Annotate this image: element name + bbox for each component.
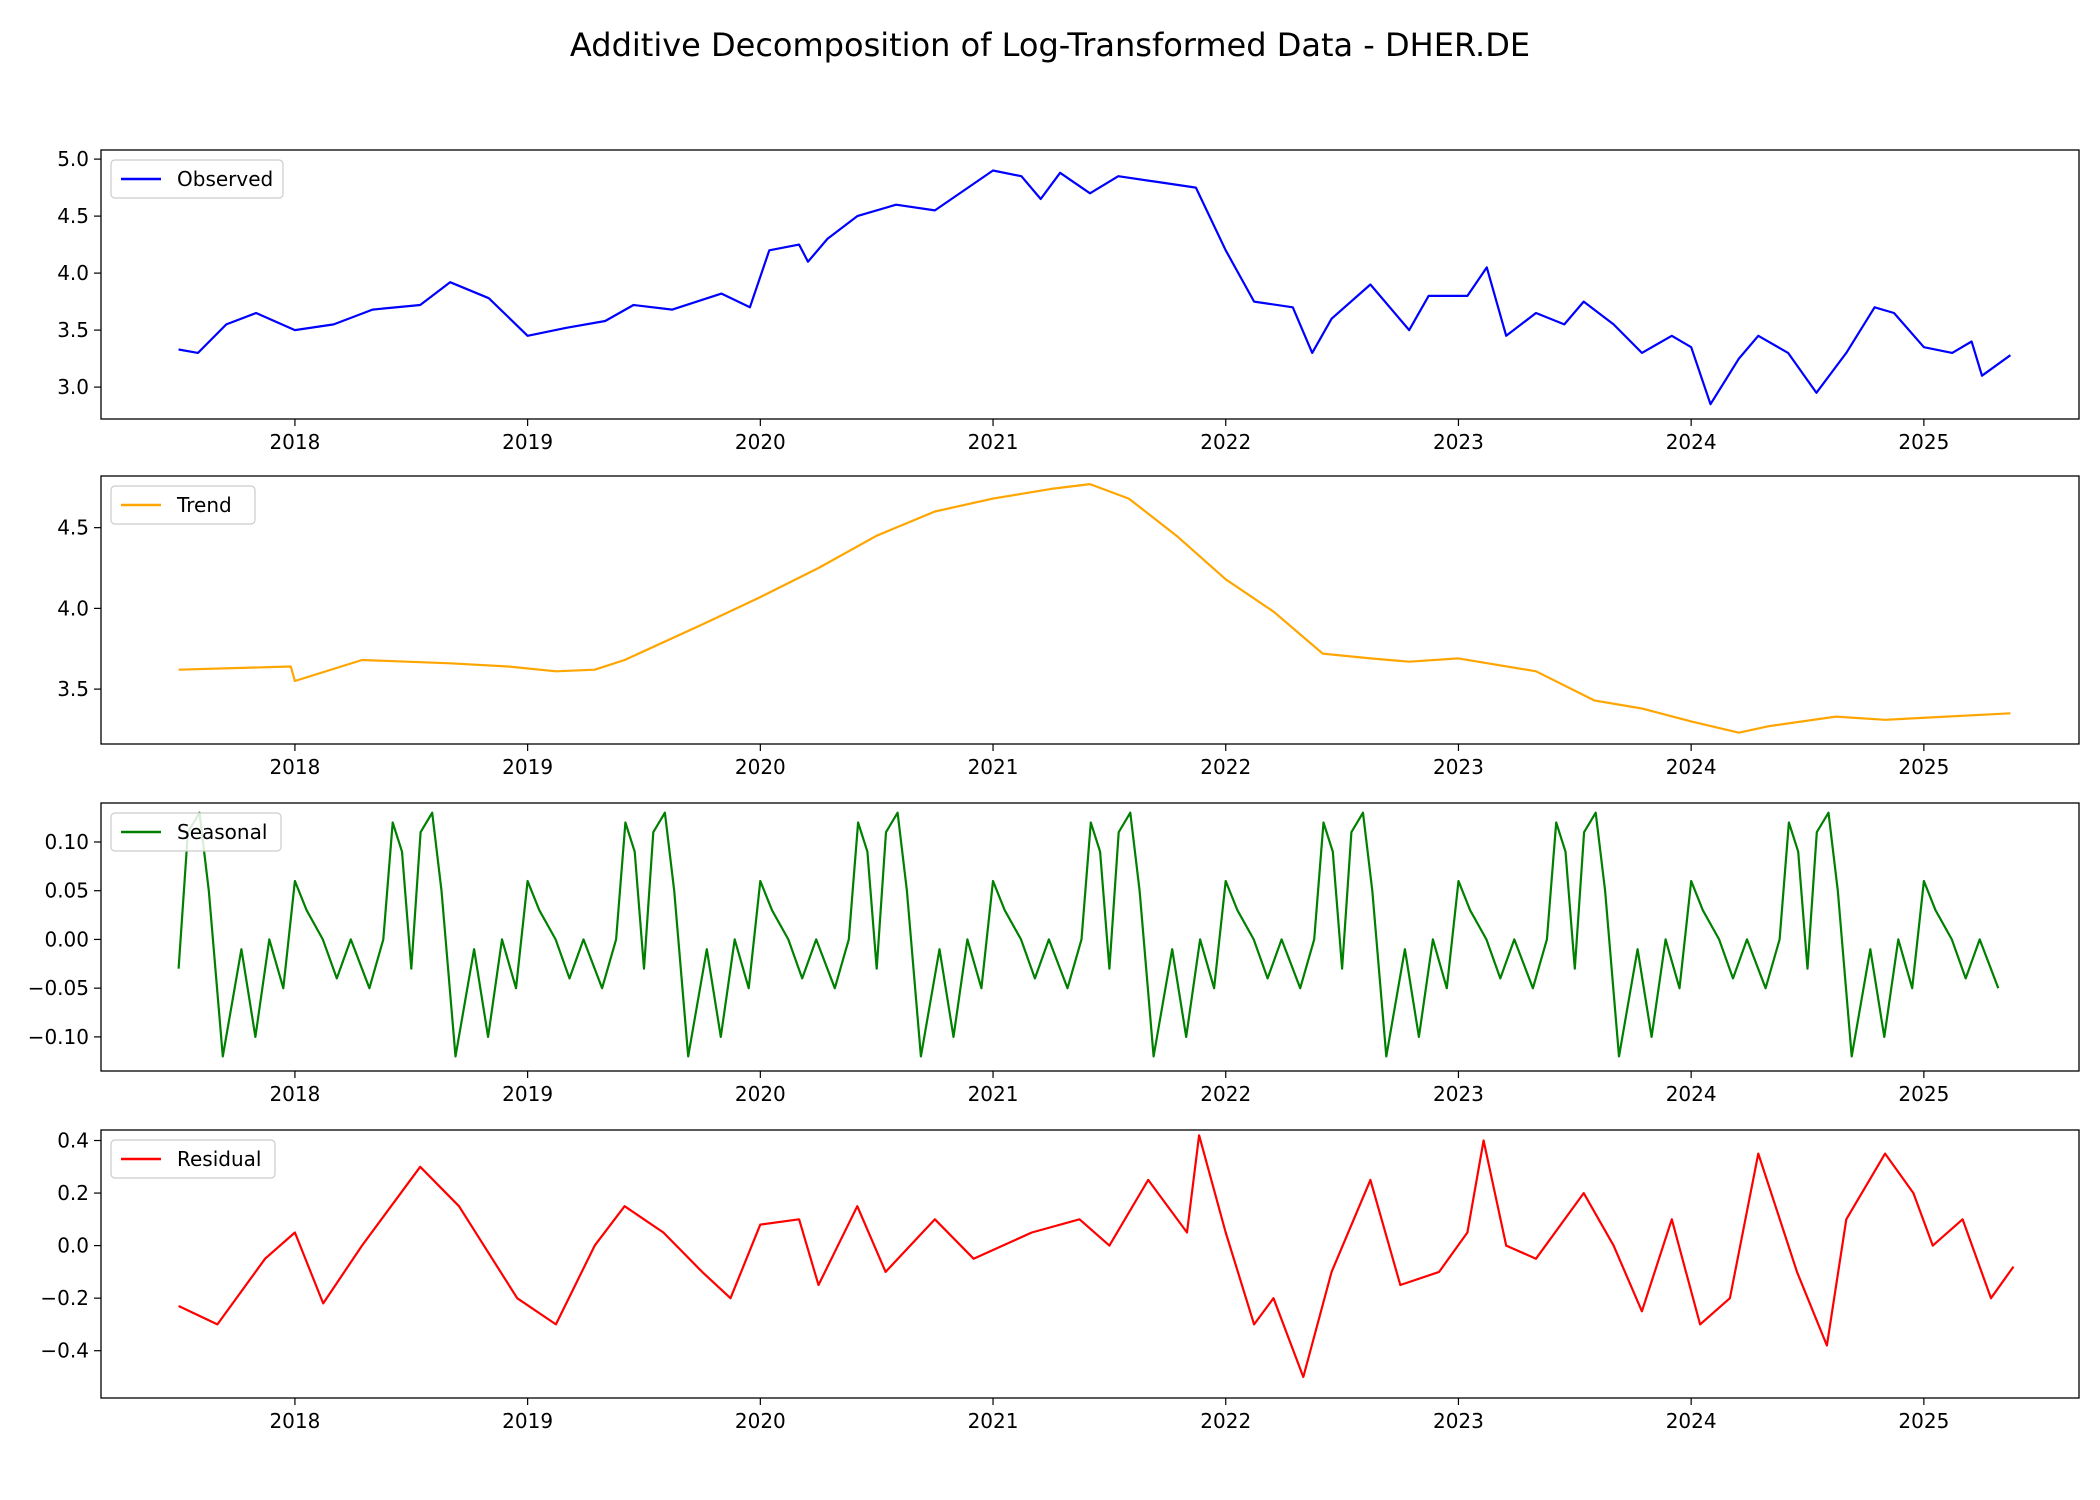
residual-ytick-label: −0.4 <box>40 1339 89 1363</box>
legend-box <box>110 1139 276 1179</box>
observed-ytick-label: 3.5 <box>57 318 89 342</box>
seasonal-axes-frame <box>100 802 2080 1072</box>
seasonal-xtick-label: 2021 <box>968 1082 1019 1106</box>
residual-xtick-label: 2018 <box>269 1409 320 1433</box>
observed-ytick-label: 4.5 <box>57 204 89 228</box>
trend-series-line <box>178 483 2011 734</box>
residual-ytick-label: 0.4 <box>57 1129 89 1153</box>
observed-axes-frame <box>100 149 2080 420</box>
panels: 2018 2019 2020 2021 2022 2023 2024 2025 3.0 3.5 4.… <box>28 147 2080 1433</box>
residual-xtick-label: 2021 <box>968 1409 1019 1433</box>
residual-series-line <box>178 1134 2015 1379</box>
legend-label: Seasonal <box>177 820 267 844</box>
trend-legend: Trend <box>110 485 256 525</box>
trend-ytick-label: 4.5 <box>57 516 89 540</box>
observed-xtick-label: 2025 <box>1898 430 1949 454</box>
observed-xtick-label: 2023 <box>1433 430 1484 454</box>
residual-ytick-label: −0.2 <box>40 1286 89 1310</box>
residual-xtick-label: 2024 <box>1666 1409 1717 1433</box>
trend-xtick-label: 2022 <box>1200 755 1251 779</box>
observed-panel: 2018 2019 2020 2021 2022 2023 2024 2025 3.0 3.5 4.… <box>57 147 2080 454</box>
residual-legend: Residual <box>110 1139 276 1179</box>
residual-xtick-label: 2020 <box>735 1409 786 1433</box>
seasonal-xtick-label: 2022 <box>1200 1082 1251 1106</box>
trend-ytick-label: 4.0 <box>57 596 89 620</box>
observed-ytick-label: 4.0 <box>57 261 89 285</box>
seasonal-ytick-label: −0.10 <box>28 1025 89 1049</box>
trend-xtick-label: 2023 <box>1433 755 1484 779</box>
seasonal-series-line <box>177 811 2000 1058</box>
seasonal-ytick-label: −0.05 <box>28 976 89 1000</box>
trend-xtick-label: 2025 <box>1898 755 1949 779</box>
seasonal-xtick-label: 2023 <box>1433 1082 1484 1106</box>
trend-panel: 2018 2019 2020 2021 2022 2023 2024 2025 3.5 4.0 4.… <box>57 475 2080 779</box>
legend-box <box>110 485 256 525</box>
legend-box <box>110 812 282 852</box>
seasonal-xtick-label: 2018 <box>269 1082 320 1106</box>
trend-xtick-label: 2021 <box>968 755 1019 779</box>
observed-xtick-label: 2021 <box>968 430 1019 454</box>
trend-xtick-label: 2024 <box>1666 755 1717 779</box>
seasonal-xtick-label: 2024 <box>1666 1082 1717 1106</box>
trend-xtick-label: 2019 <box>502 755 553 779</box>
residual-panel: 2018 2019 2020 2021 2022 2023 2024 2025 0.4 0.2 0.… <box>40 1129 2080 1433</box>
residual-xtick-label: 2025 <box>1898 1409 1949 1433</box>
seasonal-xtick-label: 2025 <box>1898 1082 1949 1106</box>
trend-axes-frame <box>100 475 2080 745</box>
residual-xtick-label: 2019 <box>502 1409 553 1433</box>
trend-xtick-label: 2020 <box>735 755 786 779</box>
seasonal-xtick-label: 2019 <box>502 1082 553 1106</box>
legend-box <box>110 159 284 199</box>
observed-xtick-label: 2019 <box>502 430 553 454</box>
seasonal-ytick-label: 0.10 <box>44 830 89 854</box>
observed-legend: Observed <box>110 159 284 199</box>
chart-title: Additive Decomposition of Log-Transforme… <box>570 26 1530 64</box>
seasonal-ytick-label: 0.05 <box>44 879 89 903</box>
observed-xtick-label: 2018 <box>269 430 320 454</box>
trend-xtick-label: 2018 <box>269 755 320 779</box>
residual-ytick-label: 0.2 <box>57 1181 89 1205</box>
observed-ytick-label: 3.0 <box>57 375 89 399</box>
legend-label: Observed <box>177 167 273 191</box>
residual-xtick-label: 2022 <box>1200 1409 1251 1433</box>
seasonal-panel: 2018 2019 2020 2021 2022 2023 2024 2025 0.10 0.05… <box>28 802 2080 1106</box>
trend-ytick-label: 3.5 <box>57 677 89 701</box>
seasonal-legend: Seasonal <box>110 812 282 852</box>
residual-ytick-label: 0.0 <box>57 1234 89 1258</box>
seasonal-ytick-label: 0.00 <box>44 927 89 951</box>
legend-label: Residual <box>177 1147 261 1171</box>
residual-axes-frame <box>100 1129 2080 1399</box>
observed-ytick-label: 5.0 <box>57 147 89 171</box>
observed-xtick-label: 2024 <box>1666 430 1717 454</box>
seasonal-xtick-label: 2020 <box>735 1082 786 1106</box>
observed-xtick-label: 2020 <box>735 430 786 454</box>
observed-series-line <box>178 169 2012 406</box>
residual-xtick-label: 2023 <box>1433 1409 1484 1433</box>
observed-xtick-label: 2022 <box>1200 430 1251 454</box>
legend-label: Trend <box>176 493 232 517</box>
